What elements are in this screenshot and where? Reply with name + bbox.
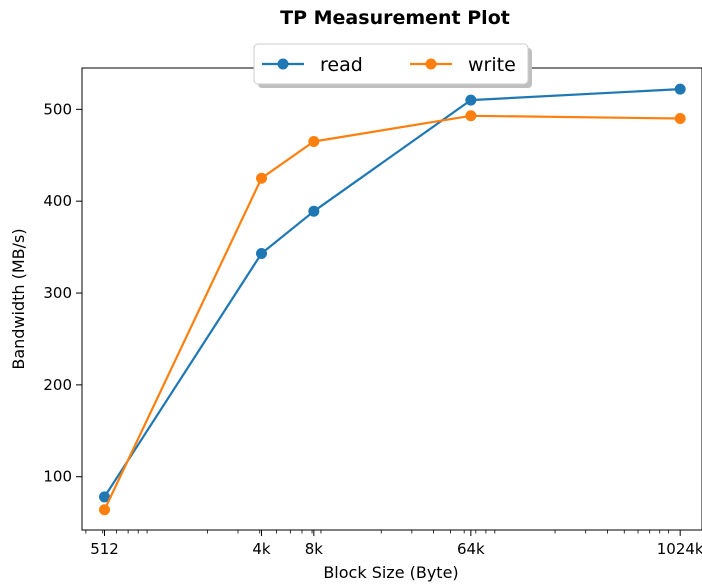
legend-marker xyxy=(425,58,437,70)
data-point-write xyxy=(674,113,686,125)
x-axis: 512 4k 8k 64k 1024k xyxy=(85,530,702,558)
data-point-write xyxy=(256,172,268,184)
y-tick-label: 300 xyxy=(43,284,72,302)
x-axis-label: Block Size (Byte) xyxy=(323,563,458,582)
y-tick-label: 200 xyxy=(43,376,72,394)
y-axis-label: Bandwidth (MB/s) xyxy=(9,228,28,369)
y-axis: 100 200 300 400 500 xyxy=(43,100,82,486)
y-tick-label: 100 xyxy=(43,468,72,486)
x-tick-label: 8k xyxy=(305,540,324,558)
legend: read write xyxy=(253,43,532,88)
x-tick-label: 1024k xyxy=(657,540,702,558)
y-tick-label: 500 xyxy=(43,100,72,118)
series-write xyxy=(99,110,686,516)
data-point-read xyxy=(308,205,320,217)
data-point-write xyxy=(308,135,320,147)
x-tick-label: 4k xyxy=(252,540,271,558)
chart-title: TP Measurement Plot xyxy=(280,7,510,29)
series-read xyxy=(99,83,686,503)
data-point-read xyxy=(99,491,111,503)
data-point-write xyxy=(465,110,477,122)
x-tick-label: 512 xyxy=(90,540,119,558)
plot-area xyxy=(99,83,686,516)
legend-item-read: read xyxy=(262,54,363,76)
legend-marker xyxy=(277,58,289,70)
legend-label: read xyxy=(320,54,363,76)
plot-frame xyxy=(81,67,702,531)
data-point-read xyxy=(465,94,477,106)
x-tick-label: 64k xyxy=(457,540,485,558)
legend-item-write: write xyxy=(410,54,516,76)
y-tick-label: 400 xyxy=(43,192,72,210)
legend-label: write xyxy=(468,54,516,76)
data-point-read xyxy=(256,248,268,260)
data-point-write xyxy=(99,504,111,516)
legend-box xyxy=(253,43,529,85)
series-line-read xyxy=(103,88,681,498)
series-line-write xyxy=(103,114,681,511)
data-point-read xyxy=(674,83,686,95)
